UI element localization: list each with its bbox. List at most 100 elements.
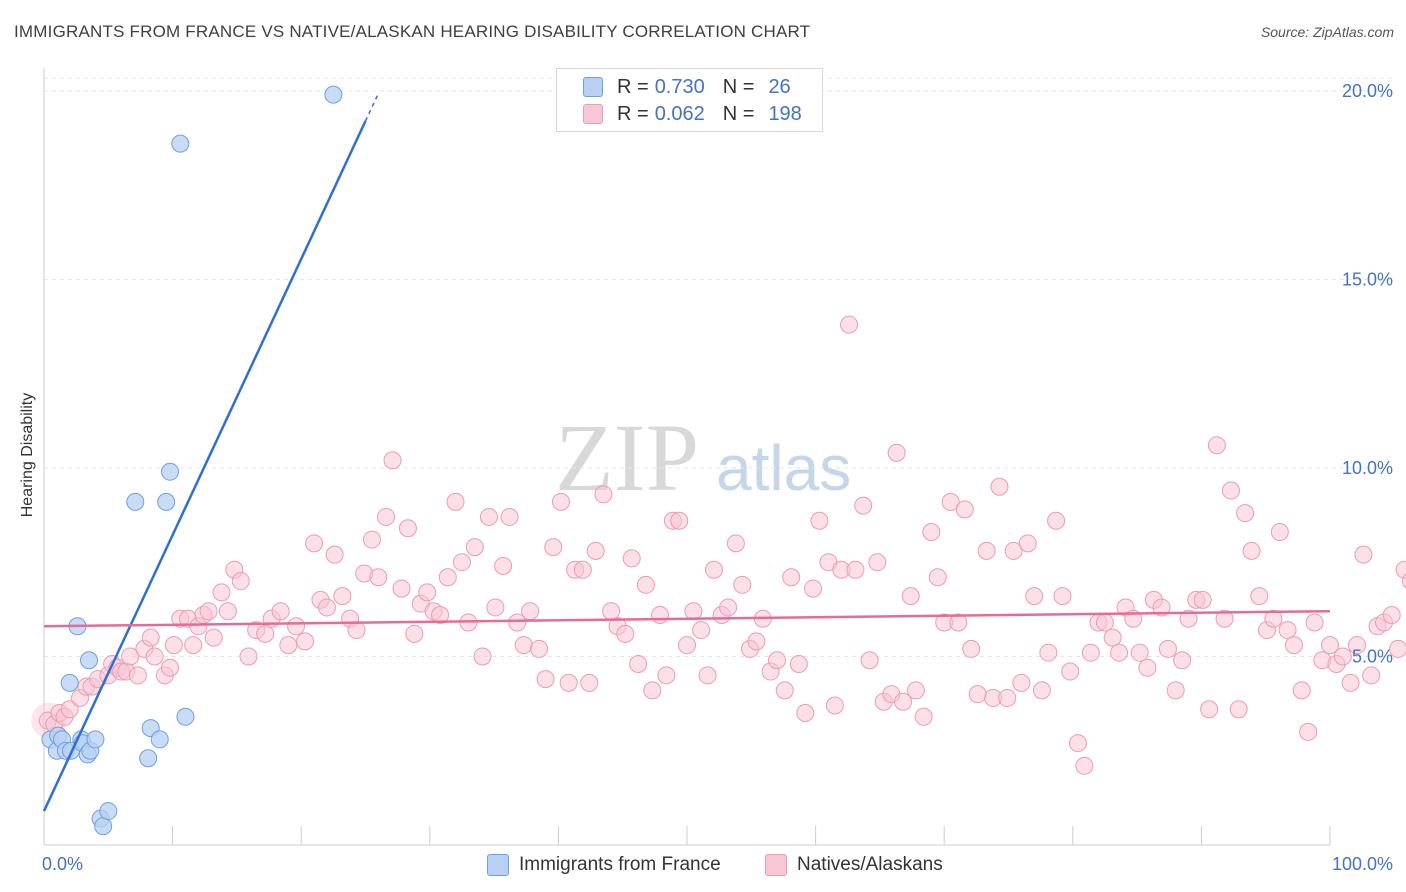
natives-alaskans-point — [544, 538, 563, 557]
natives-alaskans-point — [1402, 573, 1406, 589]
natives-alaskans-point — [990, 477, 1009, 496]
legend-label-natives: Natives/Alaskans — [797, 854, 943, 875]
natives-alaskans-point — [369, 568, 388, 587]
natives-alaskans-point — [719, 598, 738, 617]
natives-alaskans-point — [747, 632, 766, 651]
immigrants-france-point — [150, 730, 169, 749]
natives-alaskans-point — [377, 507, 396, 526]
natives-alaskans-point — [1242, 541, 1261, 560]
natives-alaskans-point — [580, 673, 599, 692]
immigrants-france-point — [171, 134, 190, 153]
y-tick-label: 20.0% — [1342, 81, 1393, 101]
natives-alaskans-point — [1278, 621, 1297, 640]
natives-alaskans-point — [594, 485, 613, 504]
natives-alaskans-point — [804, 579, 823, 598]
natives-alaskans-point — [1166, 681, 1185, 700]
y-tick-label: 15.0% — [1342, 269, 1393, 289]
natives-alaskans-point — [1152, 598, 1171, 617]
immigrants-france-point — [60, 673, 79, 692]
y-tick-label: 5.0% — [1352, 646, 1393, 666]
natives-alaskans-point — [678, 636, 696, 655]
natives-alaskans-point — [383, 451, 402, 470]
natives-alaskans-point — [333, 587, 352, 606]
immigrants-france-point — [94, 817, 113, 836]
natives-alaskans-point — [692, 621, 711, 640]
immigrants-france-point — [126, 492, 145, 511]
natives-alaskans-point — [1173, 651, 1192, 670]
legend-swatch-blue — [487, 854, 509, 876]
natives-alaskans-point — [164, 636, 183, 655]
natives-alaskans-point — [726, 534, 745, 553]
trend-lines — [42, 93, 1331, 812]
natives-alaskans-point — [1236, 504, 1255, 523]
natives-alaskans-point — [1382, 605, 1401, 624]
natives-alaskans-point — [473, 647, 492, 666]
natives-alaskans-point — [968, 685, 987, 704]
natives-alaskans-point — [1004, 541, 1023, 560]
legend-n-value: 26 — [768, 75, 791, 98]
natives-alaskans-point — [796, 704, 815, 723]
natives-alaskans-point — [1292, 681, 1311, 700]
natives-alaskans-point — [60, 700, 79, 719]
watermark-zip: ZIP — [555, 404, 699, 511]
legend-r-label: R = — [617, 75, 649, 98]
legend-r-value: 0.730 — [654, 75, 705, 98]
natives-alaskans-point — [705, 560, 724, 579]
x-tick-label: 100.0% — [1332, 854, 1393, 874]
natives-alaskans-point — [1264, 609, 1283, 628]
natives-alaskans-point — [121, 647, 140, 666]
natives-alaskans-point — [239, 647, 258, 666]
natives-alaskans-point — [1221, 481, 1240, 500]
natives-alaskans-point — [629, 655, 648, 674]
natives-alaskans-point — [854, 496, 873, 515]
natives-alaskans-point — [1158, 639, 1177, 658]
natives-alaskans-point — [559, 673, 578, 692]
natives-alaskans-point — [1207, 436, 1226, 455]
y-tick-label: 10.0% — [1342, 458, 1393, 478]
natives-alaskans-point — [362, 530, 381, 549]
natives-alaskans-point — [1018, 534, 1037, 553]
immigrants-france-point — [80, 651, 99, 670]
x-tick-label: 0.0% — [42, 854, 83, 874]
natives-alaskans-point — [317, 598, 336, 617]
natives-alaskans-point — [1229, 700, 1248, 719]
natives-alaskans-point — [636, 575, 655, 594]
natives-alaskans-point — [1110, 643, 1129, 662]
immigrants-france-trend-extension — [364, 93, 380, 122]
natives-alaskans-point — [906, 681, 925, 700]
natives-alaskans-point — [955, 500, 974, 519]
immigrants-france-point — [157, 492, 176, 511]
natives-alaskans-point — [670, 511, 689, 530]
natives-alaskans-point — [418, 583, 437, 602]
natives-alaskans-point — [1053, 587, 1072, 606]
natives-alaskans-point — [768, 651, 787, 670]
natives-alaskans-point — [431, 605, 450, 624]
source-label: Source: ZipAtlas.com — [1260, 24, 1394, 40]
natives-alaskans-point — [398, 519, 417, 538]
natives-alaskans-point — [325, 545, 344, 564]
natives-alaskans-point — [998, 688, 1017, 707]
natives-alaskans-point — [1103, 628, 1122, 647]
natives-alaskans-point — [446, 492, 465, 511]
natives-alaskans-point — [894, 692, 913, 711]
natives-alaskans-point — [1032, 681, 1051, 700]
natives-alaskans-point — [616, 624, 635, 643]
natives-alaskans-point — [1081, 643, 1100, 662]
natives-alaskans-point — [840, 315, 859, 334]
natives-alaskans-point — [586, 541, 605, 560]
natives-alaskans-point — [1299, 722, 1318, 741]
legend-r-value: 0.062 — [654, 102, 705, 125]
natives-alaskans-point — [1341, 673, 1360, 692]
immigrants-france-trend — [42, 120, 367, 812]
legend-label-france: Immigrants from France — [519, 854, 721, 875]
natives-alaskans-point — [1348, 636, 1367, 655]
natives-alaskans-point — [212, 583, 231, 602]
natives-alaskans-point — [949, 613, 968, 632]
natives-alaskans-point — [279, 636, 298, 655]
natives-alaskans-point — [1095, 613, 1114, 632]
natives-alaskans-point — [643, 681, 662, 700]
natives-alaskans-point — [1061, 662, 1080, 681]
natives-alaskans-point — [551, 492, 570, 511]
natives-alaskans-point — [465, 538, 484, 557]
